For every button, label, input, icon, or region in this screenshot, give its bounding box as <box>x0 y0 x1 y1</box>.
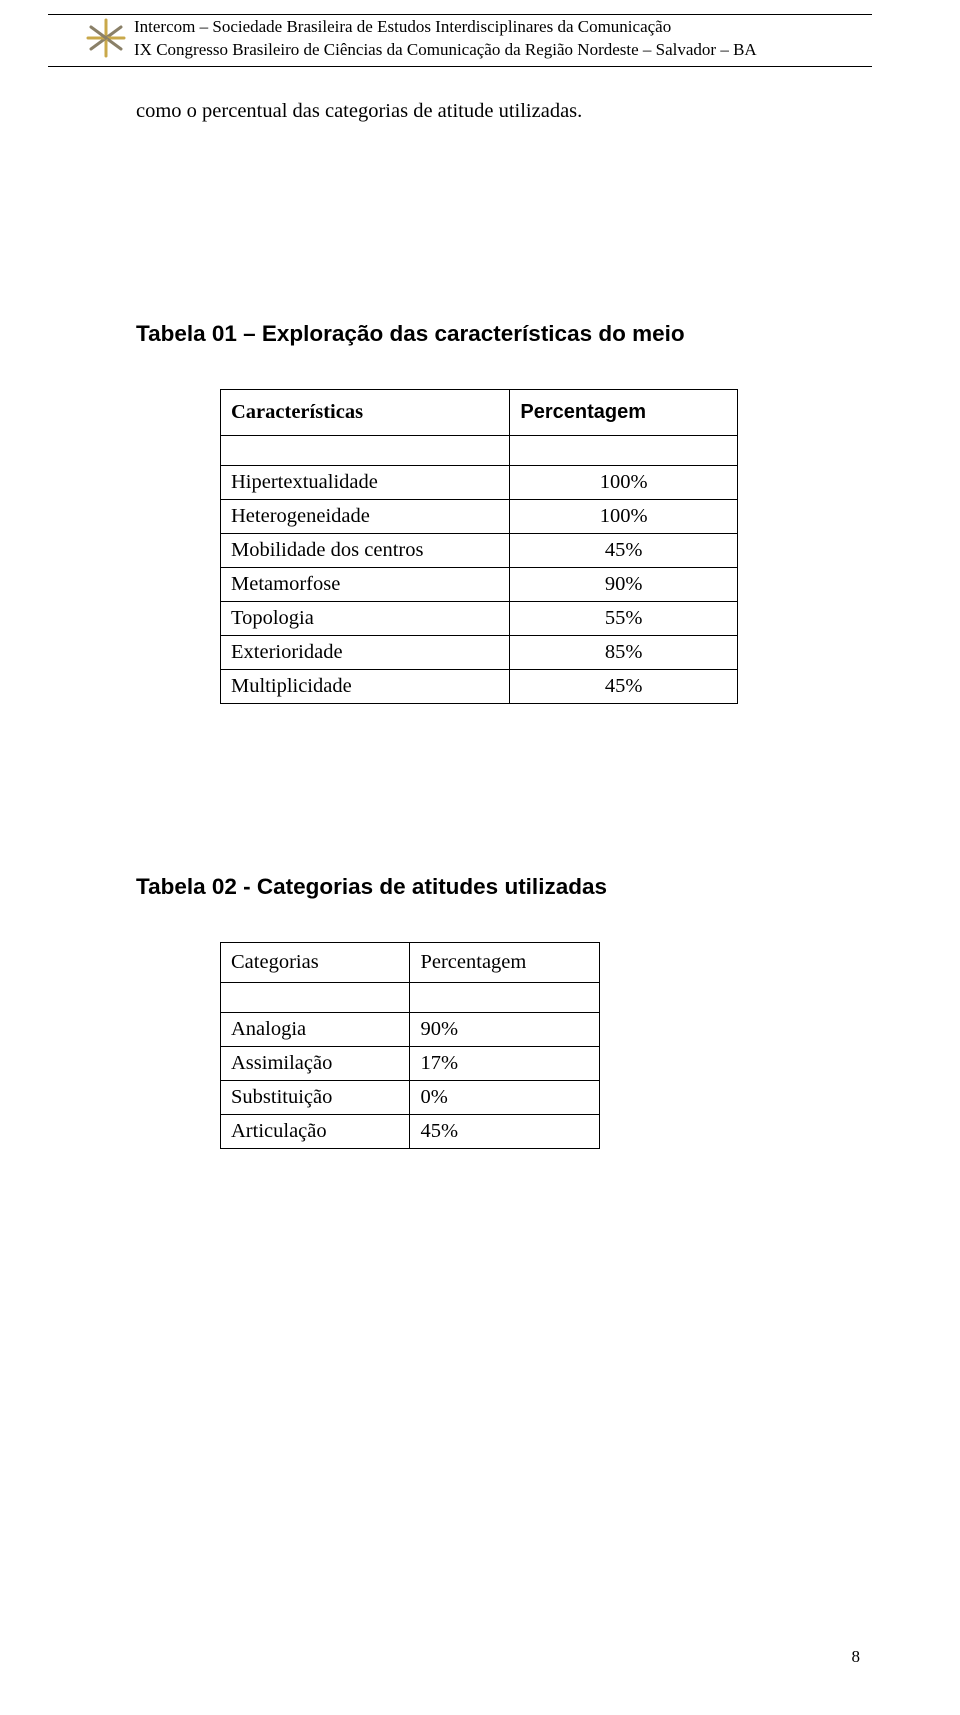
page: Intercom – Sociedade Brasileira de Estud… <box>0 0 960 1715</box>
header-text: Intercom – Sociedade Brasileira de Estud… <box>134 16 757 62</box>
header-line-2: IX Congresso Brasileiro de Ciências da C… <box>134 39 757 62</box>
table-cell: Analogia <box>221 1012 410 1046</box>
table-cell: Assimilação <box>221 1046 410 1080</box>
table-cell: 45% <box>510 533 738 567</box>
table-row: Exterioridade 85% <box>221 635 738 669</box>
table-cell: 90% <box>410 1012 600 1046</box>
intro-paragraph: como o percentual das categorias de atit… <box>136 92 824 131</box>
table-cell: 17% <box>410 1046 600 1080</box>
table-cell: 0% <box>410 1080 600 1114</box>
table-1-wrapper: Características Percentagem Hipertextual… <box>136 389 824 704</box>
table-cell <box>221 435 510 465</box>
table-row: Articulação 45% <box>221 1114 600 1148</box>
table-row: Topologia 55% <box>221 601 738 635</box>
table-row: Características Percentagem <box>221 389 738 435</box>
table-2-header-right: Percentagem <box>410 942 600 982</box>
table-row: Assimilação 17% <box>221 1046 600 1080</box>
table-2-wrapper: Categorias Percentagem Analogia 90% Assi… <box>136 942 824 1149</box>
table-cell: Articulação <box>221 1114 410 1148</box>
table-cell: Exterioridade <box>221 635 510 669</box>
table-cell: 45% <box>410 1114 600 1148</box>
table-row: Hipertextualidade 100% <box>221 465 738 499</box>
table-cell: 85% <box>510 635 738 669</box>
table-row <box>221 435 738 465</box>
table-row: Categorias Percentagem <box>221 942 600 982</box>
header-row: Intercom – Sociedade Brasileira de Estud… <box>48 16 872 62</box>
table-row: Heterogeneidade 100% <box>221 499 738 533</box>
table-cell: 90% <box>510 567 738 601</box>
table-1: Características Percentagem Hipertextual… <box>220 389 738 704</box>
table-cell: Heterogeneidade <box>221 499 510 533</box>
table-cell: 100% <box>510 465 738 499</box>
table-cell: Mobilidade dos centros <box>221 533 510 567</box>
header-rule-top <box>48 14 872 15</box>
table-row: Substituição 0% <box>221 1080 600 1114</box>
table-cell: 55% <box>510 601 738 635</box>
header-rule-bottom <box>48 66 872 67</box>
table-1-title: Tabela 01 – Exploração das característic… <box>136 321 824 347</box>
page-number: 8 <box>852 1647 861 1667</box>
content-area: como o percentual das categorias de atit… <box>0 92 960 1149</box>
table-1-header-left: Características <box>221 389 510 435</box>
table-row <box>221 982 600 1012</box>
table-cell: Substituição <box>221 1080 410 1114</box>
table-row: Metamorfose 90% <box>221 567 738 601</box>
header-line-1: Intercom – Sociedade Brasileira de Estud… <box>134 16 757 39</box>
page-header: Intercom – Sociedade Brasileira de Estud… <box>0 0 960 62</box>
table-row: Mobilidade dos centros 45% <box>221 533 738 567</box>
table-cell: Topologia <box>221 601 510 635</box>
table-cell: 100% <box>510 499 738 533</box>
table-2: Categorias Percentagem Analogia 90% Assi… <box>220 942 600 1149</box>
table-cell: Multiplicidade <box>221 669 510 703</box>
table-cell: Hipertextualidade <box>221 465 510 499</box>
table-cell: 45% <box>510 669 738 703</box>
table-row: Analogia 90% <box>221 1012 600 1046</box>
table-cell <box>221 982 410 1012</box>
table-row: Multiplicidade 45% <box>221 669 738 703</box>
table-2-header-left: Categorias <box>221 942 410 982</box>
table-cell <box>510 435 738 465</box>
table-1-header-right: Percentagem <box>510 389 738 435</box>
table-cell: Metamorfose <box>221 567 510 601</box>
table-2-title: Tabela 02 - Categorias de atitudes utili… <box>136 874 824 900</box>
table-cell <box>410 982 600 1012</box>
intercom-logo-icon <box>86 18 126 58</box>
